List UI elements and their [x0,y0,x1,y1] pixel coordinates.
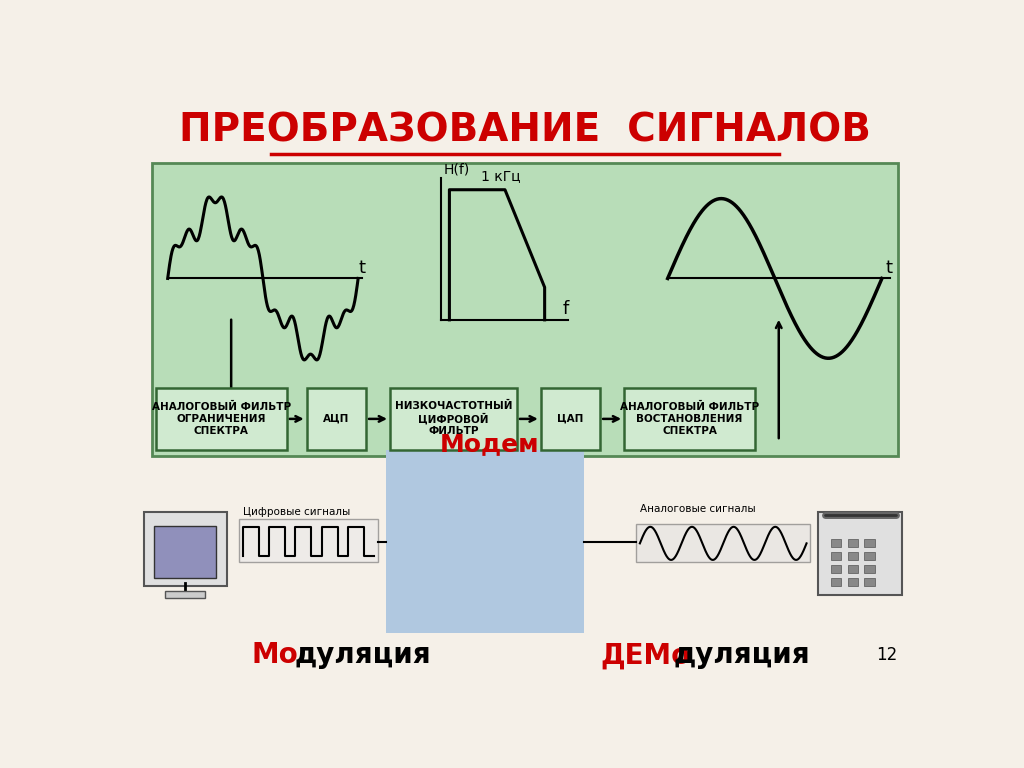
FancyBboxPatch shape [152,163,898,456]
Text: t: t [886,259,893,276]
FancyBboxPatch shape [864,538,874,547]
Text: дуляция: дуляция [673,641,810,669]
FancyBboxPatch shape [848,564,858,573]
FancyBboxPatch shape [864,551,874,560]
Text: Мо: Мо [251,641,298,669]
FancyBboxPatch shape [831,551,842,560]
FancyBboxPatch shape [156,388,287,450]
FancyBboxPatch shape [848,538,858,547]
FancyBboxPatch shape [143,512,227,586]
Text: ЦАП: ЦАП [557,414,584,424]
FancyBboxPatch shape [165,591,205,598]
FancyBboxPatch shape [624,388,755,450]
FancyBboxPatch shape [864,564,874,573]
FancyBboxPatch shape [390,388,517,450]
FancyBboxPatch shape [848,578,858,586]
Text: ДЕМо: ДЕМо [600,641,690,669]
FancyBboxPatch shape [848,551,858,560]
FancyBboxPatch shape [831,538,842,547]
FancyBboxPatch shape [636,524,811,562]
Text: 12: 12 [877,646,898,664]
FancyBboxPatch shape [818,512,902,595]
Text: ПРЕОБРАЗОВАНИЕ  СИГНАЛОВ: ПРЕОБРАЗОВАНИЕ СИГНАЛОВ [179,111,870,150]
FancyBboxPatch shape [386,450,585,634]
Text: АЦП: АЦП [324,414,349,424]
Text: АНАЛОГОВЫЙ ФИЛЬТР
ВОСТАНОВЛЕНИЯ
СПЕКТРА: АНАЛОГОВЫЙ ФИЛЬТР ВОСТАНОВЛЕНИЯ СПЕКТРА [620,402,759,435]
Text: АНАЛОГОВЫЙ ФИЛЬТР
ОГРАНИЧЕНИЯ
СПЕКТРА: АНАЛОГОВЫЙ ФИЛЬТР ОГРАНИЧЕНИЯ СПЕКТРА [152,402,291,435]
FancyBboxPatch shape [155,526,216,578]
Text: Цифровые сигналы: Цифровые сигналы [243,507,350,517]
FancyBboxPatch shape [541,388,600,450]
FancyBboxPatch shape [306,388,367,450]
FancyBboxPatch shape [831,578,842,586]
Text: 1 кГц: 1 кГц [481,169,520,184]
Text: t: t [358,259,366,276]
FancyBboxPatch shape [864,578,874,586]
Text: Аналоговые сигналы: Аналоговые сигналы [640,504,756,514]
Text: Модем: Модем [439,432,539,456]
Text: f: f [563,300,569,318]
Text: H(f): H(f) [443,162,470,176]
FancyBboxPatch shape [240,519,378,562]
Text: дуляция: дуляция [295,641,431,669]
Text: НИЗКОЧАСТОТНЫЙ
ЦИФРОВОЙ
ФИЛЬТР: НИЗКОЧАСТОТНЫЙ ЦИФРОВОЙ ФИЛЬТР [394,402,512,436]
FancyBboxPatch shape [831,564,842,573]
